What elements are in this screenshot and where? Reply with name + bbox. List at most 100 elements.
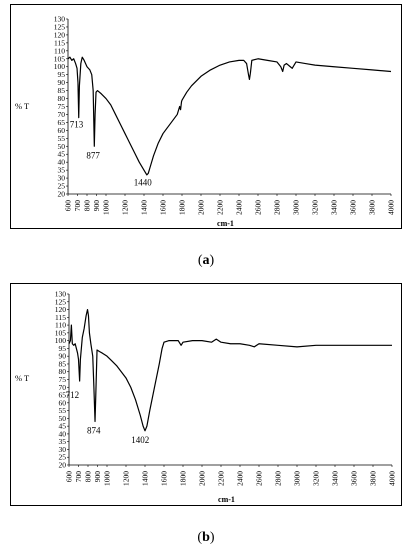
x-tick-label-a: 2200 [216,200,225,215]
y-tick-label-b: 100 [55,336,67,345]
x-tick-label-a: 2000 [197,200,206,215]
y-tick-label-b: 125 [55,297,67,306]
x-tick-label-a: 1400 [140,200,149,215]
y-tick-label-a: 80 [58,94,66,103]
y-tick-label-a: 90 [58,78,66,87]
x-tick-label-a: 3600 [349,200,358,215]
x-tick-label-a: 3000 [292,200,301,215]
y-tick-label-b: 120 [55,305,67,314]
y-tick-label-b: 35 [59,437,67,446]
peak-label-b: 712 [66,390,80,400]
y-tick-label-b: 80 [59,367,67,376]
x-tick-label-b: 700 [74,471,83,483]
y-tick-label-a: 40 [58,158,66,167]
y-axis-title-b: % T [15,373,30,383]
chart-a-svg: 2025303540455055606570758085909510010511… [15,15,396,229]
caption-a-open: ( [197,253,203,268]
x-tick-label-a: 2800 [273,200,282,215]
y-tick-label-b: 45 [59,422,67,431]
y-tick-label-a: 65 [58,118,66,127]
x-tick-label-a: 800 [83,200,92,212]
x-tick-label-b: 1200 [122,471,131,486]
y-tick-label-a: 85 [58,86,66,95]
x-tick-label-a: 1200 [121,200,130,215]
y-tick-label-a: 60 [58,126,66,135]
peak-label-b: 874 [87,425,101,435]
x-tick-label-b: 900 [93,471,102,483]
x-tick-label-b: 1400 [141,471,150,486]
y-tick-label-b: 70 [59,383,67,392]
y-tick-label-b: 115 [55,313,66,322]
y-tick-label-a: 105 [54,54,66,63]
y-tick-label-a: 125 [54,22,66,31]
y-tick-label-b: 90 [59,352,67,361]
y-tick-label-b: 95 [59,344,67,353]
caption-a-letter: a [202,253,210,268]
x-tick-label-a: 1600 [159,200,168,215]
y-tick-label-a: 70 [58,110,66,119]
x-tick-label-b: 2200 [217,471,226,486]
y-tick-label-a: 100 [54,62,66,71]
x-tick-label-a: 3800 [368,200,377,215]
peak-label-b: 1402 [131,435,149,445]
x-tick-label-a: 1000 [102,200,111,215]
x-tick-label-b: 2400 [236,471,245,486]
x-tick-label-a: 3400 [330,200,339,215]
y-tick-label-a: 75 [58,102,66,111]
x-tick-label-b: 2800 [274,471,283,486]
y-tick-label-a: 95 [58,70,66,79]
y-tick-label-b: 85 [59,359,67,368]
x-tick-label-b: 3600 [350,471,359,486]
x-tick-label-b: 600 [65,471,74,483]
y-tick-label-a: 115 [54,38,65,47]
x-tick-label-b: 1800 [179,471,188,486]
y-tick-label-b: 105 [55,328,67,337]
x-tick-label-a: 2400 [235,200,244,215]
y-tick-label-b: 130 [55,290,67,299]
ftir-chart-b: 20 25 30 35 40 45 50 55 60 65 70 75 80 85 90 95 100 105 11… [10,283,402,506]
peak-label-a: 1440 [134,177,153,187]
y-tick-label-b: 20 [59,461,67,470]
y-tick-label-b: 30 [59,445,67,454]
y-tick-label-b: 55 [59,406,67,415]
x-tick-label-b: 3200 [312,471,321,486]
x-tick-label-a: 700 [73,200,82,212]
figure-caption-b: (b) [0,530,412,546]
caption-b-close: ) [209,530,215,545]
y-tick-label-b: 75 [59,375,67,384]
x-tick-label-b: 3400 [331,471,340,486]
x-tick-label-a: 4000 [387,200,396,215]
x-axis-title-a: cm-1 [217,219,234,228]
x-tick-label-a: 1800 [178,200,187,215]
x-tick-label-b: 4000 [388,471,397,486]
x-tick-label-a: 600 [64,200,73,212]
y-tick-label-b: 65 [59,391,67,400]
x-axis-title-b: cm-1 [218,495,235,504]
y-tick-label-a: 45 [58,150,66,159]
x-tick-label-a: 3200 [311,200,320,215]
x-tick-label-b: 1000 [103,471,112,486]
spectrum-line-a [67,56,392,176]
caption-a-close: ) [209,253,215,268]
y-tick-label-b: 50 [59,414,67,423]
y-tick-label-a: 35 [58,166,66,175]
y-tick-label-a: 120 [54,30,66,39]
chart-b-svg: 2025303540455055606570758085909510010511… [15,290,397,505]
y-axis-title-a: % T [15,101,30,111]
x-tick-label-b: 3000 [293,471,302,486]
figure-caption-a: (a) [0,253,412,269]
x-tick-label-b: 3800 [369,471,378,486]
y-tick-label-b: 110 [55,321,66,330]
y-tick-label-b: 60 [59,398,67,407]
y-tick-label-b: 40 [59,429,67,438]
x-tick-label-a: 2600 [254,200,263,215]
x-tick-label-b: 2600 [255,471,264,486]
peak-label-a: 713 [70,120,84,130]
y-tick-label-a: 50 [58,142,66,151]
caption-b-open: ( [197,530,203,545]
y-tick-label-a: 55 [58,134,66,143]
caption-b-letter: b [202,530,210,545]
spectrum-line-b [68,308,392,432]
y-tick-label-a: 30 [58,174,66,183]
y-tick-label-b: 25 [59,453,67,462]
